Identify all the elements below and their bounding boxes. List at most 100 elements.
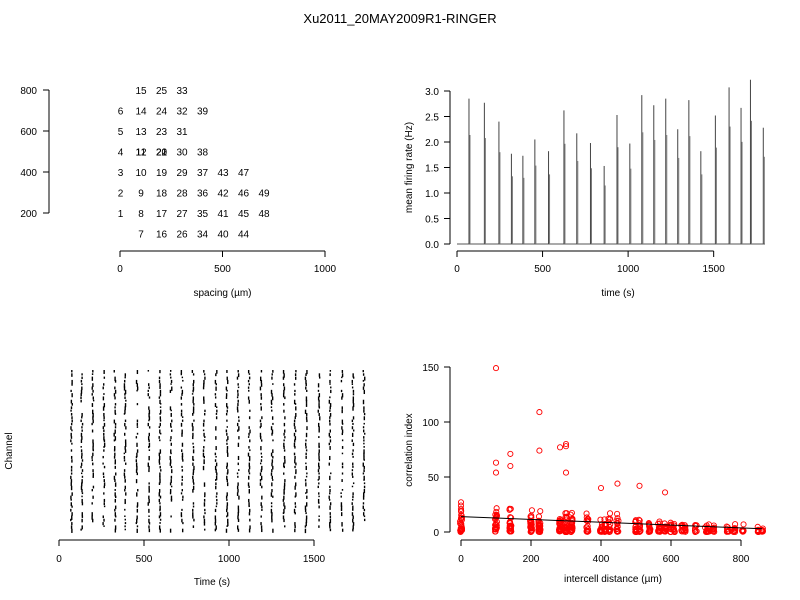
spike-mark <box>318 475 320 480</box>
spike-mark <box>81 376 83 380</box>
spike-mark <box>317 479 320 481</box>
spike-mark <box>352 422 354 425</box>
spike-mark <box>260 422 262 427</box>
spike-mark <box>114 479 116 483</box>
spike-mark <box>341 393 344 398</box>
spike-mark <box>113 393 116 397</box>
spike-mark <box>362 462 364 467</box>
spike-mark <box>113 439 116 442</box>
y-tick-label: 0.5 <box>425 215 439 226</box>
spike-mark <box>70 472 73 475</box>
spike-mark <box>236 485 239 490</box>
spike-mark <box>341 462 344 466</box>
spike-mark <box>136 505 139 508</box>
electrode-label: 9 <box>138 189 144 200</box>
spike-mark <box>91 512 93 517</box>
spike-mark <box>180 403 183 406</box>
spike-mark <box>158 426 161 429</box>
spike-mark <box>282 515 285 520</box>
spike-mark <box>91 373 94 375</box>
spike-mark <box>305 446 307 449</box>
spike-mark <box>70 389 72 393</box>
spike-mark <box>103 429 105 432</box>
spike-mark <box>103 442 106 447</box>
correlation-point <box>583 517 590 524</box>
spike-mark <box>260 502 262 507</box>
x-tick-label: 0 <box>458 554 464 565</box>
spike-mark <box>329 522 331 527</box>
spike-mark <box>202 449 205 452</box>
spike-mark <box>236 472 239 475</box>
spike-mark <box>248 376 251 380</box>
spike-mark <box>294 439 296 443</box>
spike-mark <box>92 389 94 393</box>
spike-mark <box>260 403 262 406</box>
spike-mark <box>148 495 150 500</box>
spike-mark <box>226 432 228 436</box>
spike-mark <box>191 393 194 395</box>
electrode-label: 32 <box>176 107 188 118</box>
correlation-point <box>692 528 699 535</box>
spike-mark <box>203 383 205 387</box>
spike-mark <box>237 489 239 493</box>
spike-mark <box>193 465 195 471</box>
spike-mark <box>181 498 184 501</box>
spike-mark <box>363 465 365 469</box>
spike-mark <box>202 422 205 427</box>
spike-mark <box>124 389 127 395</box>
spike-mark <box>70 498 72 501</box>
spike-mark <box>271 469 273 473</box>
spike-mark <box>351 472 354 476</box>
electrode-label: 35 <box>197 209 209 220</box>
spike-mark <box>123 379 126 383</box>
spike-mark <box>181 393 183 396</box>
correlation-point <box>636 482 643 489</box>
spike-mark <box>180 512 183 516</box>
spike-mark <box>159 393 162 397</box>
spike-mark <box>170 495 173 500</box>
x-axis-title: Time (s) <box>194 577 230 588</box>
spike-mark <box>260 439 263 442</box>
spike-mark <box>215 416 218 420</box>
spike-mark <box>159 419 162 422</box>
spike-mark <box>341 373 344 378</box>
spike-mark <box>159 479 161 484</box>
spike-mark <box>318 455 320 460</box>
spike-mark <box>215 446 217 451</box>
spike-mark <box>92 518 94 523</box>
spike-mark <box>92 439 94 444</box>
spike-mark <box>124 498 126 504</box>
spike-mark <box>80 446 82 448</box>
spike-mark <box>216 472 218 476</box>
correlation-point <box>583 528 590 535</box>
spike-mark <box>306 426 308 431</box>
spike-mark <box>81 482 83 487</box>
spike-mark <box>363 389 366 395</box>
spike-mark <box>113 419 116 424</box>
spike-mark <box>216 498 218 502</box>
spike-mark <box>136 452 138 458</box>
spike-mark <box>91 403 94 407</box>
spike-mark <box>80 432 83 437</box>
spike-mark <box>340 512 343 517</box>
spike-mark <box>214 396 217 399</box>
spike-mark <box>341 406 343 410</box>
correlation-point <box>527 528 534 535</box>
correlation-point <box>655 527 662 534</box>
spike-mark <box>226 508 228 513</box>
spike-mark <box>135 436 138 439</box>
electrode-label: 11 <box>136 148 147 159</box>
spike-mark <box>271 479 274 481</box>
spike-mark <box>225 393 228 397</box>
spike-mark <box>81 502 84 506</box>
spike-mark <box>124 393 126 396</box>
spike-mark <box>71 442 73 445</box>
spike-mark <box>204 492 206 496</box>
spike-mark <box>341 396 343 400</box>
spike-mark <box>114 482 117 487</box>
spike-mark <box>352 376 355 379</box>
spike-mark <box>330 472 332 475</box>
spike-mark <box>92 412 94 418</box>
spike-mark <box>318 442 320 448</box>
